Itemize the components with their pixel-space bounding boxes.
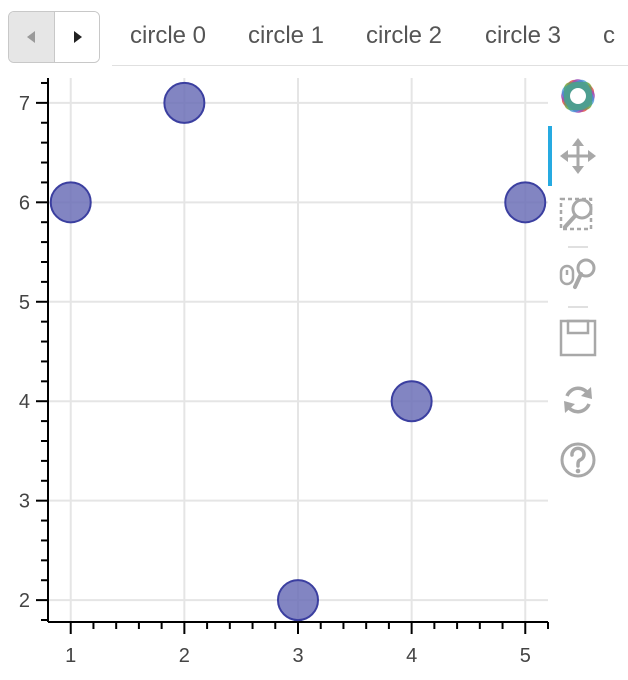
x-tick-label: 4 xyxy=(406,645,417,667)
active-tool-indicator xyxy=(548,126,552,186)
box-zoom-tool[interactable] xyxy=(558,194,598,234)
scatter-plot[interactable]: 1 2 3 4 5 2 3 4 5 6 7 xyxy=(0,66,628,680)
scatter-point xyxy=(163,81,206,124)
help-tool[interactable] xyxy=(558,440,598,480)
bokeh-logo-icon xyxy=(561,79,595,113)
tab-circle-3[interactable]: circle 3 xyxy=(485,22,562,49)
scatter-point xyxy=(390,380,433,423)
y-tick-label: 2 xyxy=(19,590,30,612)
x-tick-label: 5 xyxy=(520,645,531,667)
tab-circle-0[interactable]: circle 0 xyxy=(130,22,207,49)
y-tick-label: 6 xyxy=(19,192,30,214)
save-icon xyxy=(559,319,597,357)
wheel-zoom-tool[interactable] xyxy=(558,254,598,294)
save-tool[interactable] xyxy=(558,318,598,358)
tab-circle-4[interactable]: c xyxy=(603,22,615,49)
y-tick-label: 7 xyxy=(19,93,30,115)
x-tick-label: 2 xyxy=(179,645,190,667)
help-icon xyxy=(560,442,596,478)
scatter-point xyxy=(277,579,319,622)
pan-tool[interactable] xyxy=(558,136,598,176)
data-points xyxy=(49,81,547,622)
scroll-right-button[interactable] xyxy=(55,12,99,62)
tab-strip: circle 0 circle 1 circle 2 circle 3 c xyxy=(112,8,628,66)
x-tick-label: 3 xyxy=(292,645,303,667)
pan-icon xyxy=(560,138,596,174)
reset-icon xyxy=(564,386,592,414)
x-tick-label: 1 xyxy=(65,645,76,667)
box-zoom-icon xyxy=(559,197,593,231)
toolbar-separator xyxy=(568,306,588,308)
chevron-right-icon xyxy=(74,31,82,43)
plot-toolbar xyxy=(548,66,628,496)
scatter-point xyxy=(49,181,92,224)
grid xyxy=(48,78,548,622)
chevron-left-icon xyxy=(27,31,35,43)
axes: 1 2 3 4 5 2 3 4 5 6 7 xyxy=(19,78,549,667)
y-tick-label: 5 xyxy=(19,292,30,314)
scatter-point xyxy=(504,181,547,224)
reset-tool[interactable] xyxy=(558,380,598,420)
scroll-left-button[interactable] xyxy=(9,12,55,62)
tab-bar: circle 0 circle 1 circle 2 circle 3 c xyxy=(0,0,628,66)
y-tick-label: 4 xyxy=(19,391,30,413)
tab-circle-2[interactable]: circle 2 xyxy=(366,22,443,49)
bokeh-logo[interactable] xyxy=(558,76,598,116)
y-tick-label: 3 xyxy=(19,491,30,513)
toolbar-separator xyxy=(568,246,588,248)
wheel-zoom-icon xyxy=(559,258,596,289)
tab-scroll-controls xyxy=(8,11,100,63)
tab-circle-1[interactable]: circle 1 xyxy=(248,22,325,49)
